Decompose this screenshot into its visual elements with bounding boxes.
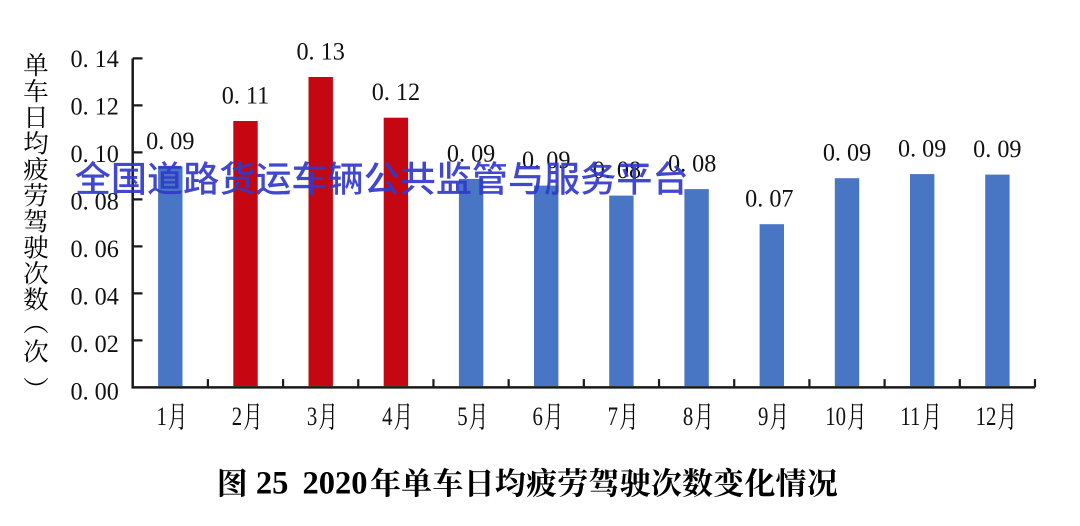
- svg-text:25: 25: [256, 466, 289, 502]
- svg-text:1: 1: [157, 403, 167, 432]
- svg-text:0. 00: 0. 00: [70, 378, 118, 406]
- svg-text:7: 7: [608, 403, 619, 432]
- svg-text:0. 02: 0. 02: [70, 331, 118, 359]
- svg-text:3: 3: [307, 403, 317, 432]
- svg-text:10: 10: [825, 403, 846, 432]
- svg-text:0. 09: 0. 09: [447, 140, 495, 168]
- svg-text:12: 12: [976, 403, 997, 432]
- svg-text:8: 8: [683, 403, 693, 432]
- svg-text:5: 5: [457, 403, 467, 432]
- svg-text:2020: 2020: [303, 466, 368, 502]
- svg-text:0. 13: 0. 13: [296, 38, 344, 66]
- svg-text:9: 9: [758, 403, 768, 432]
- svg-text:0. 09: 0. 09: [823, 139, 871, 167]
- svg-text:0. 06: 0. 06: [70, 236, 118, 264]
- svg-text:2: 2: [232, 403, 242, 432]
- svg-text:6: 6: [532, 403, 543, 432]
- svg-text:11: 11: [900, 403, 920, 432]
- svg-text:0. 09: 0. 09: [898, 135, 946, 163]
- svg-text:0. 12: 0. 12: [70, 93, 118, 121]
- svg-text:0. 09: 0. 09: [146, 127, 194, 155]
- svg-text:0. 14: 0. 14: [70, 46, 118, 74]
- svg-text:0. 11: 0. 11: [222, 82, 269, 110]
- svg-text:4: 4: [382, 403, 393, 432]
- svg-text:0. 07: 0. 07: [745, 185, 793, 213]
- svg-text:0. 04: 0. 04: [70, 283, 118, 311]
- svg-text:0. 12: 0. 12: [372, 79, 420, 107]
- svg-text:0. 09: 0. 09: [973, 136, 1021, 164]
